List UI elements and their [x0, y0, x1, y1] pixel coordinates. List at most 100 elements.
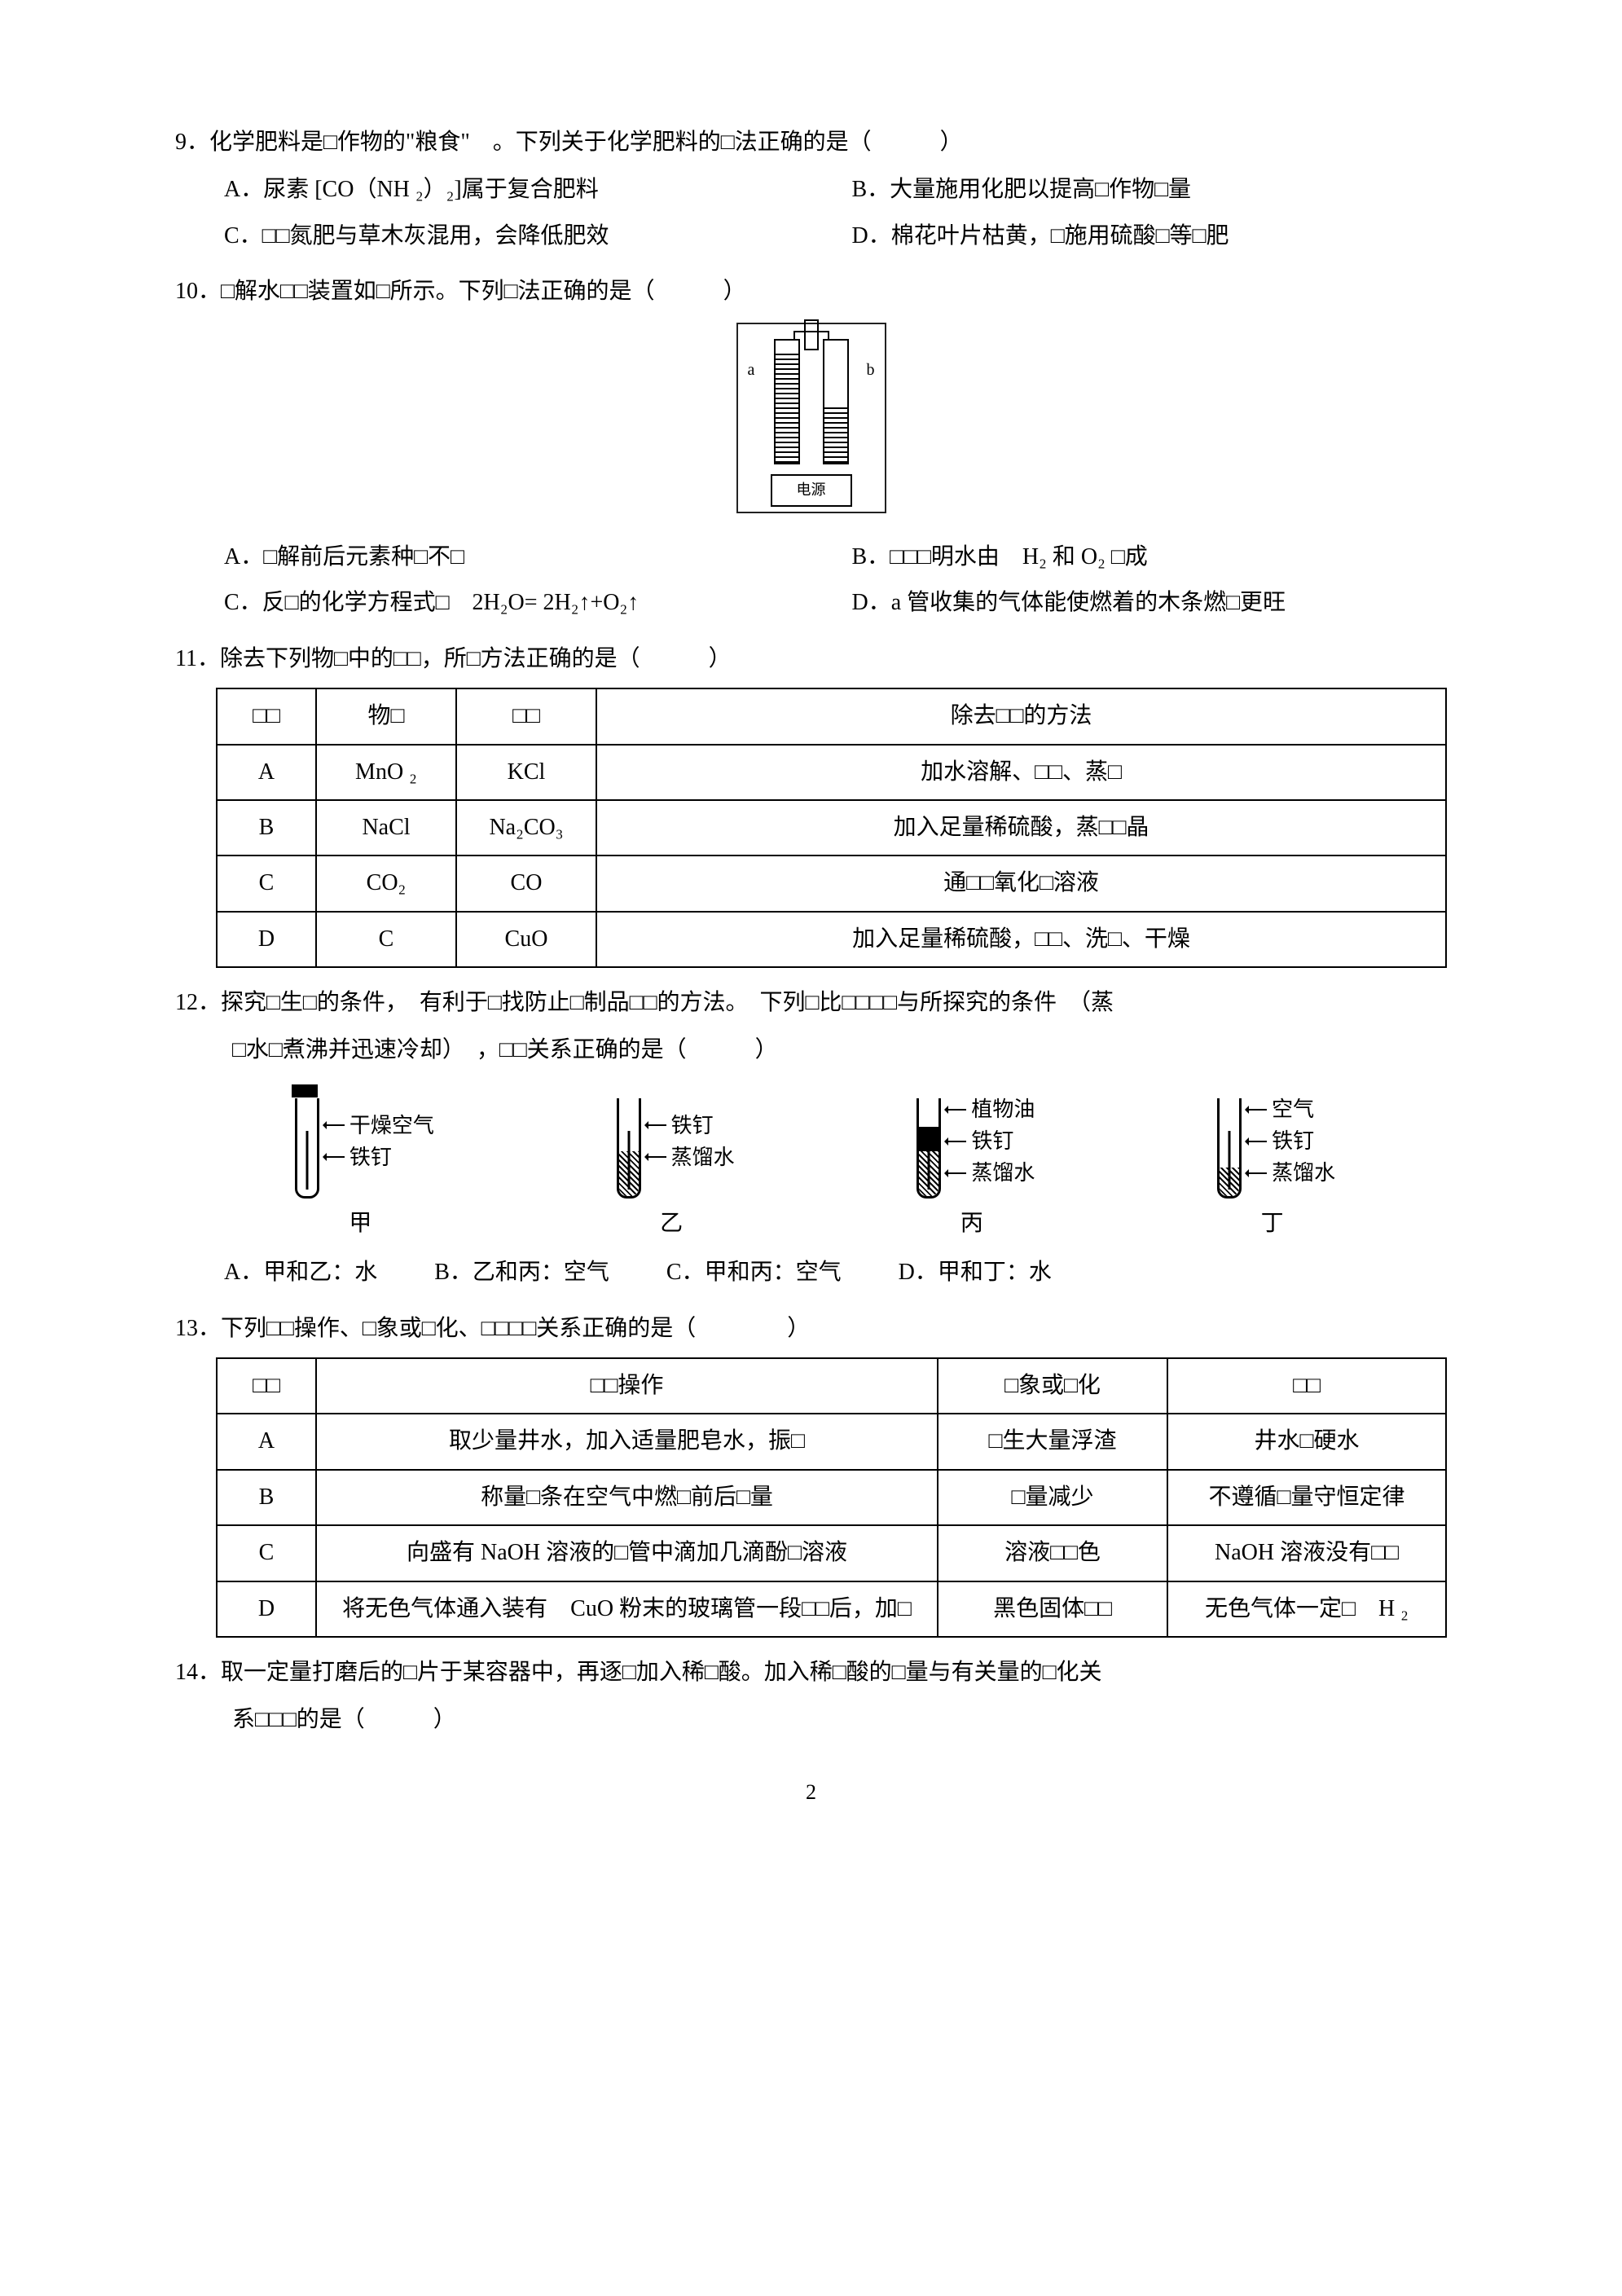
tube-ding-lbl0: 空气: [1272, 1095, 1314, 1124]
table-header-row: □□ □□操作 □象或□化 □□: [217, 1358, 1446, 1414]
table-header-row: □□ 物□ □□ 除去□□的方法: [217, 688, 1446, 744]
q11-h1: 物□: [316, 688, 456, 744]
q13-r2c2: 溶液□□色: [938, 1525, 1167, 1581]
question-14: 14．取一定量打磨后的□片于某容器中，再逐□加入稀□酸。加入稀□酸的□量与有关量…: [175, 1652, 1447, 1741]
q13-r2c1: 向盛有 NaOH 溶液的□管中滴加几滴酚□溶液: [316, 1525, 938, 1581]
diagram-tube-a: [774, 339, 800, 464]
tube-bing-lbl0: 植物油: [971, 1095, 1035, 1124]
table-row: B NaCl Na₂CO₃ 加入足量稀硫酸，蒸□□晶: [217, 800, 1446, 856]
q13-r1c0: B: [217, 1470, 316, 1525]
q10-options-row-2: C．反□的化学方程式□ 2H₂O= 2H₂↑+O₂↑ D．a 管收集的气体能使燃…: [175, 583, 1447, 623]
q10-opt-a: A．□解前后元素种□不□: [224, 537, 820, 578]
tube-ding-cap: 丁: [1261, 1203, 1284, 1244]
q13-r3c1: 将无色气体通入装有 CuO 粉末的玻璃管一段□□后，加□: [316, 1581, 938, 1637]
diagram-label-b: b: [867, 355, 875, 385]
q13-r1c3: 不遵循□量守恒定律: [1167, 1470, 1446, 1525]
q12-opt-a: A．甲和乙：水: [224, 1252, 377, 1293]
q11-r0c1: MnO ₂: [316, 745, 456, 800]
question-12: 12．探究□生□的条件， 有利于□找防止□制品□□的方法。 下列□比□□□□与所…: [175, 983, 1447, 1294]
q13-r3c2: 黑色固体□□: [938, 1581, 1167, 1637]
q11-r2c2: CO: [456, 856, 596, 911]
q13-r0c0: A: [217, 1414, 316, 1469]
table-row: A 取少量井水，加入适量肥皂水，振□ □生大量浮渣 井水□硬水: [217, 1414, 1446, 1469]
tube-bing-cap: 丙: [960, 1203, 983, 1244]
q11-r1c2: Na₂CO₃: [456, 800, 596, 856]
q11-table: □□ 物□ □□ 除去□□的方法 A MnO ₂ KCl 加水溶解、□□、蒸□ …: [216, 688, 1447, 968]
q13-r2c3: NaOH 溶液没有□□: [1167, 1525, 1446, 1581]
q11-r0c3: 加水溶解、□□、蒸□: [596, 745, 1446, 800]
q12-options: A．甲和乙：水 B．乙和丙：空气 C．甲和丙：空气 D．甲和丁：水: [175, 1252, 1447, 1293]
tube-jia: 干燥空气 铁钉 甲: [287, 1084, 434, 1244]
electrolysis-diagram: a b 电源: [736, 323, 886, 513]
q13-r0c3: 井水□硬水: [1167, 1414, 1446, 1469]
diagram-tube-b: [823, 339, 849, 464]
q11-r0c2: KCl: [456, 745, 596, 800]
q11-h0: □□: [217, 688, 316, 744]
q11-stem: 11．除去下列物□中的□□，所□方法正确的是（ ）: [175, 639, 1447, 680]
tube-bing: 植物油 铁钉 蒸馏水 丙: [908, 1084, 1035, 1244]
q9-opt-a: A．尿素 [CO（NH ₂）₂]属于复合肥料: [224, 169, 820, 210]
table-row: A MnO ₂ KCl 加水溶解、□□、蒸□: [217, 745, 1446, 800]
question-10: 10．□解水□□装置如□所示。下列□法正确的是（ ） a b 电源 A．□解前后…: [175, 271, 1447, 624]
tube-jia-lbl0: 干燥空气: [349, 1111, 434, 1140]
q14-stem-2: 系□□□的是（ ）: [175, 1700, 1447, 1740]
tube-ding-lbl1: 铁钉: [1272, 1127, 1314, 1155]
q13-r0c2: □生大量浮渣: [938, 1414, 1167, 1469]
q9-options-row-2: C．□□氮肥与草木灰混用，会降低肥效 D．棉花叶片枯黄，□施用硫酸□等□肥: [175, 216, 1447, 257]
q10-opt-b: B．□□□明水由 H₂ 和 O₂ □成: [852, 537, 1448, 578]
q11-r2c0: C: [217, 856, 316, 911]
q11-r1c3: 加入足量稀硫酸，蒸□□晶: [596, 800, 1446, 856]
q11-h2: □□: [456, 688, 596, 744]
q11-r3c3: 加入足量稀硫酸，□□、洗□、干燥: [596, 912, 1446, 967]
q13-r1c1: 称量□条在空气中燃□前后□量: [316, 1470, 938, 1525]
q10-opt-d: D．a 管收集的气体能使燃着的木条燃□更旺: [852, 583, 1448, 623]
q13-table: □□ □□操作 □象或□化 □□ A 取少量井水，加入适量肥皂水，振□ □生大量…: [216, 1357, 1447, 1638]
q11-h3: 除去□□的方法: [596, 688, 1446, 744]
diagram-base-box: 电源: [771, 474, 852, 507]
table-row: C 向盛有 NaOH 溶液的□管中滴加几滴酚□溶液 溶液□□色 NaOH 溶液没…: [217, 1525, 1446, 1581]
tube-bing-lbl1: 铁钉: [971, 1127, 1013, 1155]
q11-r2c3: 通□□氧化□溶液: [596, 856, 1446, 911]
tube-bing-lbl2: 蒸馏水: [971, 1159, 1035, 1187]
table-row: D C CuO 加入足量稀硫酸，□□、洗□、干燥: [217, 912, 1446, 967]
question-9: 9．化学肥料是□作物的"粮食" 。下列关于化学肥料的□法正确的是（ ） A．尿素…: [175, 122, 1447, 257]
q11-r1c1: NaCl: [316, 800, 456, 856]
tube-yi-lbl1: 蒸馏水: [671, 1143, 735, 1172]
q12-opt-c: C．甲和丙：空气: [666, 1252, 842, 1293]
tube-jia-cap: 甲: [349, 1203, 371, 1244]
q12-opt-d: D．甲和丁：水: [899, 1252, 1052, 1293]
table-row: C CO₂ CO 通□□氧化□溶液: [217, 856, 1446, 911]
q11-r3c1: C: [316, 912, 456, 967]
question-13: 13．下列□□操作、□象或□化、□□□□关系正确的是（ ） □□ □□操作 □象…: [175, 1309, 1447, 1638]
page-number: 2: [175, 1774, 1447, 1812]
q13-h2: □象或□化: [938, 1358, 1167, 1414]
q12-opt-b: B．乙和丙：空气: [434, 1252, 609, 1293]
q13-r1c2: □量减少: [938, 1470, 1167, 1525]
q11-r0c0: A: [217, 745, 316, 800]
tube-ding: 空气 铁钉 蒸馏水 丁: [1209, 1084, 1335, 1244]
question-11: 11．除去下列物□中的□□，所□方法正确的是（ ） □□ 物□ □□ 除去□□的…: [175, 639, 1447, 968]
q10-opt-c: C．反□的化学方程式□ 2H₂O= 2H₂↑+O₂↑: [224, 583, 820, 623]
q9-stem: 9．化学肥料是□作物的"粮食" 。下列关于化学肥料的□法正确的是（ ）: [175, 122, 1447, 163]
q12-figures: 干燥空气 铁钉 甲 铁钉 蒸馏水 乙: [208, 1084, 1414, 1244]
q13-stem: 13．下列□□操作、□象或□化、□□□□关系正确的是（ ）: [175, 1309, 1447, 1349]
table-row: D 将无色气体通入装有 CuO 粉末的玻璃管一段□□后，加□ 黑色固体□□ 无色…: [217, 1581, 1446, 1637]
q13-r3c3: 无色气体一定□ H ₂: [1167, 1581, 1446, 1637]
q13-r2c0: C: [217, 1525, 316, 1581]
q10-stem: 10．□解水□□装置如□所示。下列□法正确的是（ ）: [175, 271, 1447, 312]
q12-stem-1: 12．探究□生□的条件， 有利于□找防止□制品□□的方法。 下列□比□□□□与所…: [175, 983, 1447, 1023]
tube-jia-lbl1: 铁钉: [349, 1143, 392, 1172]
tube-yi: 铁钉 蒸馏水 乙: [609, 1084, 735, 1244]
q9-options-row-1: A．尿素 [CO（NH ₂）₂]属于复合肥料 B．大量施用化肥以提高□作物□量: [175, 169, 1447, 210]
q13-h0: □□: [217, 1358, 316, 1414]
q9-opt-d: D．棉花叶片枯黄，□施用硫酸□等□肥: [852, 216, 1448, 257]
q10-options-row-1: A．□解前后元素种□不□ B．□□□明水由 H₂ 和 O₂ □成: [175, 537, 1447, 578]
q11-r3c0: D: [217, 912, 316, 967]
q13-h3: □□: [1167, 1358, 1446, 1414]
q14-stem-1: 14．取一定量打磨后的□片于某容器中，再逐□加入稀□酸。加入稀□酸的□量与有关量…: [175, 1652, 1447, 1693]
tube-yi-cap: 乙: [660, 1203, 683, 1244]
tube-ding-lbl2: 蒸馏水: [1272, 1159, 1335, 1187]
q9-opt-c: C．□□氮肥与草木灰混用，会降低肥效: [224, 216, 820, 257]
q13-h1: □□操作: [316, 1358, 938, 1414]
q10-figure: a b 电源: [175, 323, 1447, 527]
